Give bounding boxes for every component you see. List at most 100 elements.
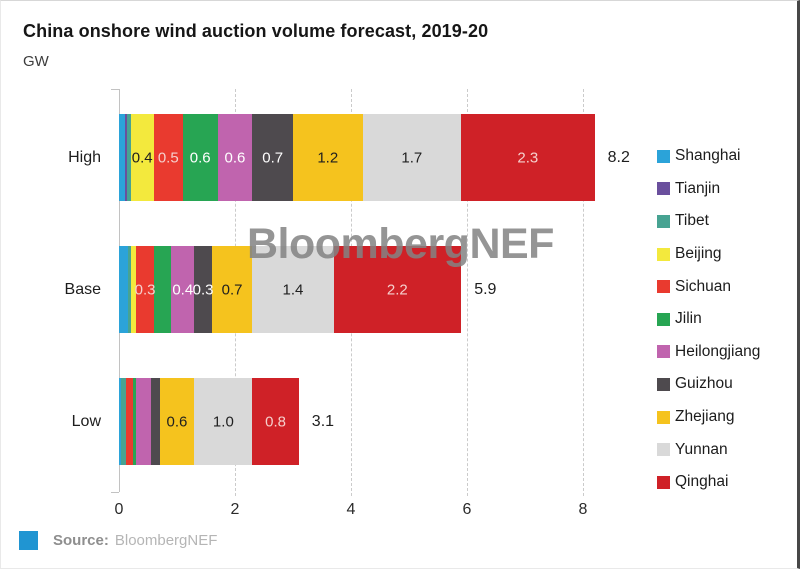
legend-swatch-icon bbox=[657, 312, 670, 326]
legend-label: Yunnan bbox=[675, 440, 728, 458]
legend-swatch-icon bbox=[657, 475, 670, 489]
segment-base-zhejiang: 0.7 bbox=[211, 246, 253, 333]
legend-item-tibet: Tibet bbox=[657, 205, 760, 238]
legend-swatch-icon bbox=[657, 377, 670, 391]
segment-value-label: 0.6 bbox=[189, 149, 211, 166]
legend-item-heilongjiang: Heilongjiang bbox=[657, 336, 760, 369]
legend-item-sichuan: Sichuan bbox=[657, 270, 760, 303]
segment-value-label: 0.6 bbox=[166, 413, 188, 430]
segment-high-heilongjiang: 0.6 bbox=[217, 114, 253, 201]
segment-base-guizhou: 0.3 bbox=[192, 246, 214, 333]
axis-tick-top bbox=[111, 89, 119, 90]
legend-item-shanghai: Shanghai bbox=[657, 140, 760, 173]
category-label-high: High bbox=[68, 148, 101, 166]
legend-label: Jilin bbox=[675, 310, 702, 328]
segment-low-jilin bbox=[132, 378, 137, 465]
x-tick-label-6: 6 bbox=[462, 501, 472, 518]
legend-label: Zhejiang bbox=[675, 408, 735, 426]
legend-item-jilin: Jilin bbox=[657, 303, 760, 336]
category-label-low: Low bbox=[71, 412, 101, 430]
x-tick-label-0: 0 bbox=[114, 501, 124, 518]
segment-value-label: 0.5 bbox=[157, 149, 179, 166]
source-value: BloombergNEF bbox=[114, 532, 218, 549]
segment-base-beijing bbox=[130, 246, 137, 333]
legend-swatch-icon bbox=[657, 182, 670, 196]
segment-low-sichuan bbox=[125, 378, 133, 465]
legend-swatch-icon bbox=[657, 410, 670, 424]
segment-high-tianjin bbox=[124, 114, 127, 201]
legend-item-beijing: Beijing bbox=[657, 238, 760, 271]
bar-total-label: 3.1 bbox=[311, 412, 335, 430]
legend-label: Sichuan bbox=[675, 277, 732, 295]
axis-unit-label: GW bbox=[23, 53, 49, 70]
segment-base-yunnan: 1.4 bbox=[252, 246, 334, 333]
segment-low-tibet bbox=[120, 378, 126, 465]
segment-low-heilongjiang bbox=[136, 378, 151, 465]
legend-swatch-icon bbox=[657, 214, 670, 228]
legend-label: Qinghai bbox=[675, 473, 729, 491]
legend-swatch-icon bbox=[657, 247, 670, 261]
legend-label: Guizhou bbox=[675, 375, 733, 393]
legend-item-guizhou: Guizhou bbox=[657, 368, 760, 401]
segment-high-tibet bbox=[126, 114, 131, 201]
segment-low-guizhou bbox=[150, 378, 160, 465]
segment-low-yunnan: 1.0 bbox=[194, 378, 253, 465]
segment-value-label: 1.7 bbox=[401, 149, 423, 166]
segment-value-label: 2.3 bbox=[517, 149, 539, 166]
category-label-base: Base bbox=[64, 280, 101, 298]
chart-legend: Shanghai Tianjin Tibet Beijing Sichuan Jilin H… bbox=[657, 140, 760, 499]
segment-value-label: 0.7 bbox=[221, 281, 243, 298]
chart-title: China onshore wind auction volume foreca… bbox=[23, 21, 489, 41]
segment-value-label: 0.6 bbox=[224, 149, 246, 166]
segment-high-qinghai: 2.3 bbox=[461, 114, 595, 201]
segment-low-shanghai bbox=[119, 378, 121, 465]
legend-item-yunnan: Yunnan bbox=[657, 433, 760, 466]
segment-high-guizhou: 0.7 bbox=[252, 114, 293, 201]
segment-base-tibet bbox=[127, 246, 131, 333]
x-tick-label-2: 2 bbox=[230, 501, 240, 518]
segment-base-qinghai: 2.2 bbox=[333, 246, 462, 333]
segment-high-shanghai bbox=[119, 114, 125, 201]
segment-value-label: 0.3 bbox=[192, 281, 214, 298]
source-label: Source: bbox=[53, 532, 109, 549]
legend-swatch-icon bbox=[657, 280, 670, 294]
segment-high-zhejiang: 1.2 bbox=[292, 114, 363, 201]
segment-base-sichuan: 0.3 bbox=[134, 246, 156, 333]
segment-value-label: 0.8 bbox=[265, 413, 286, 430]
segment-base-heilongjiang: 0.4 bbox=[171, 246, 195, 333]
bar-base: 0.3 0.4 0.3 0.7 1.4 2.2 5.9 bbox=[119, 246, 496, 333]
watermark-text: BloombergNEF bbox=[247, 220, 554, 268]
segment-value-label: 1.0 bbox=[212, 413, 234, 430]
gridline-6 bbox=[467, 89, 468, 496]
bar-total-label: 5.9 bbox=[474, 280, 497, 298]
plot-area: 0 2 4 6 8 0.4 0.5 0.6 0.6 0.7 1.2 1.7 2.3 8.2 0.3 0.4 0.… bbox=[111, 89, 643, 518]
segment-value-label: 0.7 bbox=[262, 149, 284, 166]
segment-value-label: 1.4 bbox=[282, 281, 304, 298]
legend-item-qinghai: Qinghai bbox=[657, 466, 760, 499]
segment-value-label: 0.4 bbox=[131, 149, 153, 166]
legend-label: Beijing bbox=[675, 245, 722, 263]
segment-value-label: 2.2 bbox=[386, 281, 408, 298]
segment-high-beijing: 0.4 bbox=[130, 114, 154, 201]
segment-base-shanghai bbox=[119, 246, 128, 333]
segment-value-label: 0.3 bbox=[134, 281, 156, 298]
x-tick-label-4: 4 bbox=[346, 501, 356, 518]
source-footer: Source: BloombergNEF bbox=[19, 531, 217, 550]
legend-label: Shanghai bbox=[675, 147, 741, 165]
legend-item-zhejiang: Zhejiang bbox=[657, 401, 760, 434]
segment-high-jilin: 0.6 bbox=[182, 114, 218, 201]
segment-high-sichuan: 0.5 bbox=[153, 114, 183, 201]
legend-label: Tibet bbox=[675, 212, 709, 230]
source-brand-square bbox=[19, 531, 38, 550]
segment-base-jilin bbox=[153, 246, 172, 333]
legend-swatch-icon bbox=[657, 149, 670, 163]
legend-label: Tianjin bbox=[675, 179, 721, 197]
legend-item-tianjin: Tianjin bbox=[657, 173, 760, 206]
x-tick-label-8: 8 bbox=[578, 501, 588, 518]
bar-high: 0.4 0.5 0.6 0.6 0.7 1.2 1.7 2.3 8.2 bbox=[119, 114, 630, 201]
legend-swatch-icon bbox=[657, 345, 670, 359]
segment-value-label: 0.4 bbox=[172, 281, 194, 298]
legend-label: Heilongjiang bbox=[675, 342, 761, 360]
segment-high-yunnan: 1.7 bbox=[362, 114, 462, 201]
legend-swatch-icon bbox=[657, 443, 670, 457]
